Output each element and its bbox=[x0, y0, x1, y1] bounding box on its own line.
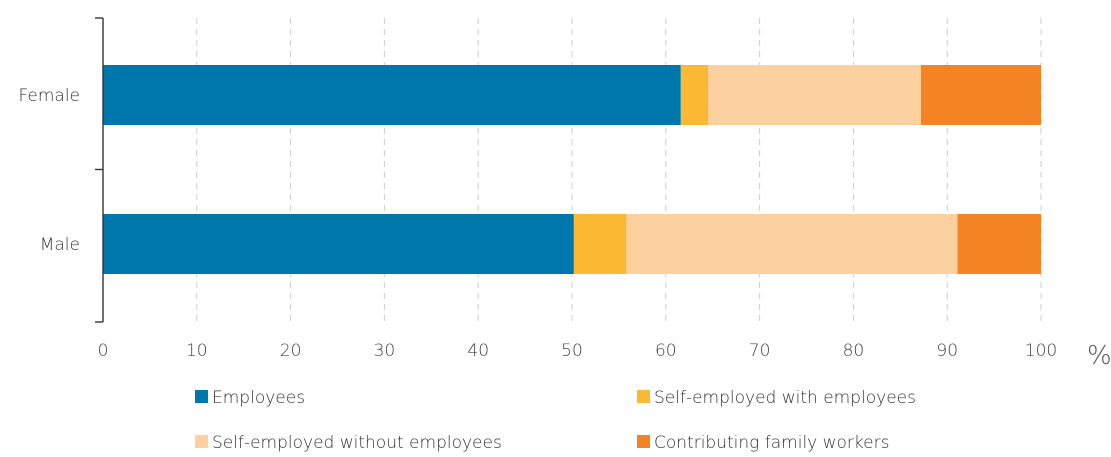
grid-lines bbox=[196, 18, 1042, 322]
legend: Employees Self-employed with employees Sel… bbox=[195, 388, 916, 453]
category-label-male: Male bbox=[40, 235, 80, 255]
legend-label: Contributing family workers bbox=[654, 433, 889, 453]
x-tick-label: 100 bbox=[1025, 341, 1057, 361]
bar-segment-female-0 bbox=[103, 65, 681, 125]
x-tick-label: 60 bbox=[655, 341, 677, 361]
legend-label: Employees bbox=[212, 388, 305, 408]
bar-segment-male-1 bbox=[573, 214, 627, 274]
axes: 0 10 20 30 40 50 60 70 80 90 100 Female Male bbox=[19, 17, 1057, 361]
bar-segment-female-2 bbox=[708, 65, 921, 125]
bar-segment-female-3 bbox=[920, 65, 1041, 125]
x-axis-unit-label: % bbox=[1087, 341, 1111, 371]
legend-swatch bbox=[195, 390, 208, 403]
x-tick-label: 90 bbox=[936, 341, 958, 361]
x-tick-label: 50 bbox=[561, 341, 583, 361]
bar-segment-male-0 bbox=[103, 214, 574, 274]
x-tick-label: 70 bbox=[749, 341, 771, 361]
x-tick-label: 30 bbox=[374, 341, 396, 361]
bar-segment-male-2 bbox=[626, 214, 958, 274]
category-label-female: Female bbox=[19, 86, 80, 106]
x-tick-label: 10 bbox=[186, 341, 208, 361]
legend-swatch bbox=[637, 390, 650, 403]
bar-segment-female-1 bbox=[680, 65, 709, 125]
legend-swatch bbox=[637, 435, 650, 448]
legend-swatch bbox=[195, 435, 208, 448]
x-tick-label: 20 bbox=[280, 341, 302, 361]
x-tick-label: 0 bbox=[98, 341, 109, 361]
x-tick-label: 80 bbox=[843, 341, 865, 361]
bar-segment-male-3 bbox=[957, 214, 1041, 274]
legend-label: Self-employed with employees bbox=[654, 388, 916, 408]
bar-segments bbox=[103, 65, 1041, 274]
legend-label: Self-employed without employees bbox=[212, 433, 502, 453]
x-tick-label: 40 bbox=[467, 341, 489, 361]
